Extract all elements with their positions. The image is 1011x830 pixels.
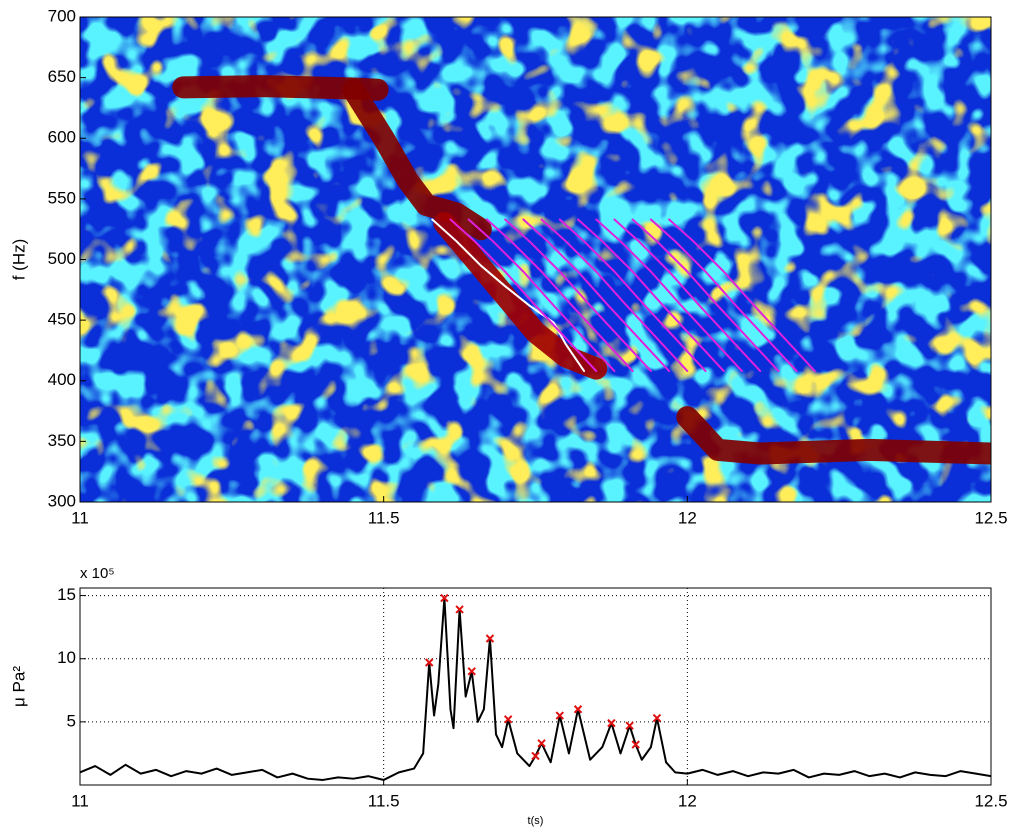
track-line	[504, 218, 652, 373]
x-axis-label: t(s)	[528, 815, 544, 827]
track-line	[577, 218, 725, 373]
peak-marker	[652, 713, 662, 723]
peak-marker	[537, 739, 546, 748]
texture	[80, 17, 991, 502]
peak-marker	[607, 718, 616, 728]
x-tick-label: 11	[71, 508, 89, 527]
plot-area	[172, 75, 991, 465]
y-tick-label: 10	[57, 648, 76, 667]
x-tick-label: 11.5	[368, 791, 400, 810]
power-line	[80, 597, 991, 781]
x-tick-label: 12.5	[974, 791, 1007, 810]
energy-track	[676, 406, 991, 465]
axes-frame	[79, 587, 992, 786]
track-line	[485, 218, 634, 373]
y-tick-label: 700	[48, 6, 76, 25]
track-line	[595, 218, 743, 373]
peak-marker	[573, 705, 583, 714]
axes: 11 11.5 12 12.5 300 350 400 450 500 550 600 650 700 f…	[9, 6, 1007, 826]
y-tick-label: 400	[48, 370, 76, 389]
y-tick-label: 300	[48, 491, 76, 510]
track-line	[522, 218, 671, 373]
track-line	[613, 218, 762, 373]
y-axis-label: μ Pa²	[9, 666, 28, 707]
x-tick-label: 12	[678, 791, 697, 810]
plot-area	[80, 588, 991, 785]
peak-marker	[485, 634, 495, 643]
track-line	[558, 218, 707, 373]
y-tick-label: 550	[48, 188, 76, 207]
y-tick-label: 450	[48, 310, 76, 329]
peak-marker	[455, 605, 464, 614]
track-line	[668, 218, 816, 373]
y-tick-label: 350	[48, 431, 76, 450]
peak-marker	[531, 751, 540, 761]
track-line	[449, 218, 598, 373]
y-tick-label: 5	[67, 711, 76, 730]
y-tick-label: 600	[48, 128, 76, 147]
track-line	[540, 218, 689, 373]
track-line	[431, 218, 586, 373]
track-line	[467, 218, 616, 373]
track-line	[649, 218, 798, 373]
x-tick-label: 12.5	[974, 508, 1007, 527]
peak-marker	[440, 593, 449, 603]
peak-marker	[555, 711, 565, 720]
peak-marker	[425, 658, 434, 667]
peak-marker	[503, 715, 513, 724]
y-tick-label: 15	[57, 585, 76, 604]
x-tick-label: 11.5	[368, 508, 400, 527]
energy-track	[342, 78, 492, 241]
axis-exponent: x 10⁵	[80, 565, 115, 582]
spectrogram-background	[80, 17, 991, 502]
peak-marker	[625, 721, 634, 730]
x-tick-label: 11	[71, 791, 89, 810]
y-tick-label: 650	[48, 67, 76, 86]
track-line	[631, 218, 780, 373]
y-tick-label: 500	[48, 249, 76, 268]
x-tick-label: 12	[678, 508, 697, 527]
y-axis-label: f (Hz)	[9, 239, 28, 281]
peak-marker	[467, 667, 476, 676]
peak-marker	[631, 740, 640, 749]
